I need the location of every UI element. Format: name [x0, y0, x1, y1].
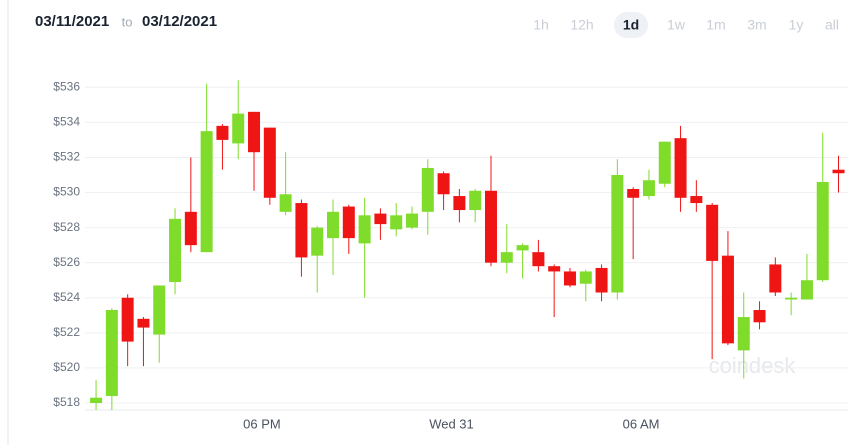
candle-body [121, 297, 134, 342]
date-separator: to [122, 14, 133, 29]
candle-body [153, 285, 166, 335]
date-to[interactable]: 03/12/2021 [142, 13, 217, 30]
candle-body [406, 213, 418, 228]
candle-body [327, 211, 340, 239]
candle-body [390, 215, 403, 230]
candle-body [769, 264, 782, 293]
candle-body [579, 271, 592, 284]
range-highlight [614, 12, 648, 38]
candle-body [785, 297, 798, 300]
candle-body [800, 280, 813, 300]
candle-body [706, 204, 719, 261]
x-tick-label: 06 PM [243, 416, 281, 431]
y-tick-label: $518 [53, 395, 80, 409]
candle-body [342, 206, 355, 239]
candle-body [500, 252, 513, 263]
candle-body [216, 125, 229, 140]
candle-body [311, 227, 324, 256]
candle-body [421, 167, 434, 212]
candle-body [737, 317, 750, 351]
candle-body [832, 169, 845, 174]
candle-body [642, 180, 655, 197]
candle-body [90, 397, 103, 403]
candle-body [753, 310, 766, 323]
x-tick-label: Wed 31 [429, 416, 474, 431]
y-tick-label: $520 [53, 360, 80, 374]
candle-body [690, 196, 703, 204]
range-button[interactable]: 3m [747, 17, 766, 33]
candle-body [232, 113, 245, 144]
candle-body [279, 194, 292, 212]
y-tick-label: $534 [53, 115, 80, 129]
candle-body [816, 182, 829, 281]
candle-body [532, 252, 545, 267]
candle-body [721, 255, 734, 344]
candle-body [248, 111, 261, 153]
range-button[interactable]: all [825, 17, 839, 33]
candle-body [137, 318, 150, 328]
range-button[interactable]: 1y [789, 17, 804, 33]
candle-body [469, 190, 482, 211]
y-tick-label: $528 [53, 220, 80, 234]
range-button[interactable]: 1h [533, 17, 549, 33]
y-tick-label: $532 [53, 150, 80, 164]
candle-body [611, 174, 624, 293]
candle-body [169, 218, 182, 282]
candle-body [563, 271, 576, 286]
candle-body [200, 131, 213, 253]
x-tick-label: 06 AM [623, 416, 660, 431]
range-selector: 1h 12h 1d 1w 1m 3m 1y all [533, 12, 839, 38]
candle-body [105, 310, 118, 396]
candle-body [184, 211, 197, 246]
candle-body [295, 203, 308, 258]
candle-body [516, 245, 529, 251]
date-from[interactable]: 03/11/2021 [35, 13, 109, 30]
candle-body [674, 138, 687, 198]
y-tick-label: $526 [53, 255, 80, 269]
candle-body [658, 141, 671, 184]
candle-body [437, 173, 450, 195]
y-tick-label: $536 [53, 79, 80, 93]
candle-body [374, 213, 387, 225]
y-tick-label: $522 [53, 325, 80, 339]
y-tick-label: $530 [53, 185, 80, 199]
candle-body [358, 215, 371, 244]
y-tick-label: $524 [53, 290, 80, 304]
range-button[interactable]: 12h [570, 17, 593, 33]
candle-body [595, 267, 608, 293]
watermark: coindesk [709, 353, 797, 378]
candle-body [627, 189, 640, 198]
range-button[interactable]: 1d [623, 17, 639, 33]
candle-body [453, 196, 466, 211]
candle-body [548, 266, 561, 272]
candle-body [484, 190, 497, 263]
range-button[interactable]: 1m [706, 17, 725, 33]
range-button[interactable]: 1w [667, 17, 686, 33]
candle-body [263, 127, 276, 198]
